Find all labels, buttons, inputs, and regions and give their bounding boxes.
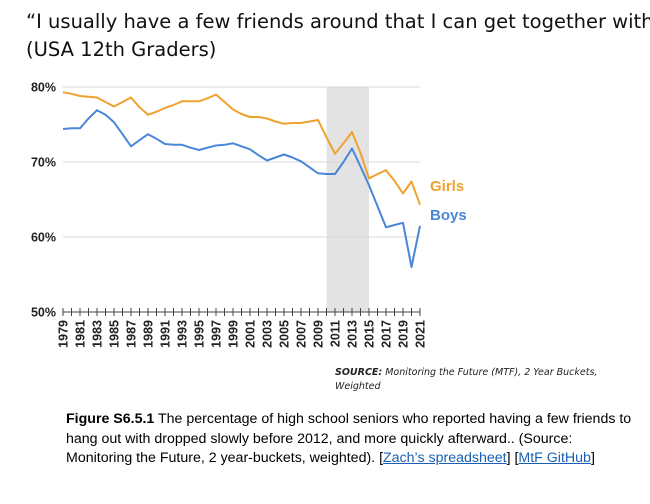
x-tick-label: 2005 <box>278 320 292 348</box>
x-tick-label: 2011 <box>329 320 343 347</box>
source-text: Monitoring the Future (MTF), 2 Year Buck… <box>335 367 598 392</box>
source-note: SOURCE: Monitoring the Future (MTF), 2 Y… <box>335 366 635 394</box>
spreadsheet-link[interactable]: Zach’s spreadsheet <box>383 450 507 466</box>
caption-text: The percentage of high school seniors wh… <box>66 411 632 466</box>
chart-title-block: “I usually have a few friends around tha… <box>26 8 650 64</box>
caption-separator: ] [ <box>506 450 519 466</box>
x-tick-label: 2021 <box>414 320 428 348</box>
series-label-girls: Girls <box>430 178 464 195</box>
x-tick-label: 1987 <box>125 320 139 348</box>
x-tick-label: 1989 <box>142 320 156 348</box>
y-tick-label: 50% <box>31 306 56 320</box>
y-tick-label: 70% <box>31 156 56 170</box>
x-tick-label: 1993 <box>176 320 190 348</box>
x-tick-label: 1983 <box>91 320 105 348</box>
x-tick-label: 2019 <box>397 320 411 348</box>
x-tick-label: 2015 <box>363 320 377 348</box>
x-tick-label: 2007 <box>295 320 309 348</box>
x-tick-label: 1997 <box>210 320 224 348</box>
y-tick-label: 60% <box>31 231 56 245</box>
x-tick-label: 1985 <box>108 320 122 348</box>
x-tick-label: 2017 <box>380 320 394 348</box>
shaded-region <box>326 87 369 312</box>
x-tick-label: 1981 <box>74 320 88 348</box>
figure-label: Figure S6.5.1 <box>66 411 155 427</box>
chart-subtitle: (USA 12th Graders) <box>26 38 217 61</box>
x-tick-label: 2009 <box>312 320 326 348</box>
series-line-girls <box>62 91 421 206</box>
github-link[interactable]: MtF GitHub <box>518 450 591 466</box>
series-line-boys <box>62 109 421 268</box>
x-tick-label: 1999 <box>227 320 241 348</box>
x-tick-label: 1995 <box>193 320 207 348</box>
source-label: SOURCE: <box>335 367 383 378</box>
series-label-boys: Boys <box>430 207 467 224</box>
chart-title: “I usually have a few friends around tha… <box>26 10 650 33</box>
caption-end: ] <box>590 450 595 466</box>
x-tick-label: 2001 <box>244 320 258 348</box>
x-tick-label: 2003 <box>261 320 275 348</box>
x-tick-label: 1991 <box>159 320 173 348</box>
line-chart: 50% 60% 70% 80% 1979 1981 1983 1985 1987 1989 1991… <box>31 81 467 348</box>
x-tick-label: 1979 <box>57 320 71 348</box>
figure-caption: Figure S6.5.1 The percentage of high sch… <box>66 410 636 469</box>
x-tick-label: 2013 <box>346 320 360 348</box>
y-tick-label: 80% <box>31 81 56 95</box>
